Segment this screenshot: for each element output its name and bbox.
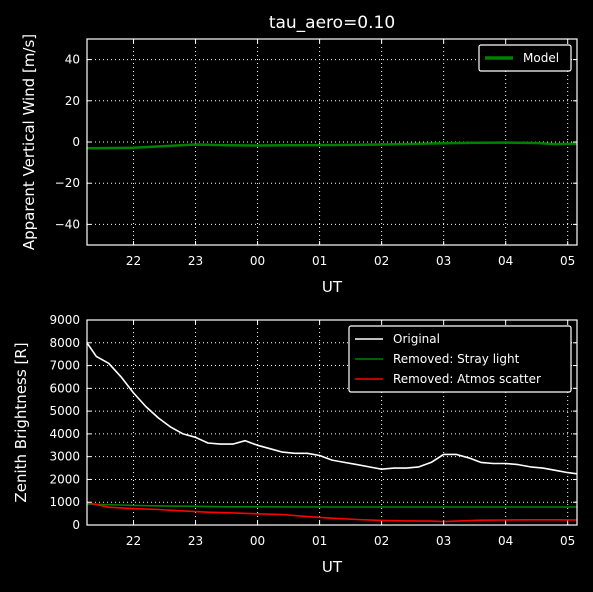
- axes-frame: [86, 319, 578, 526]
- legend: Model: [478, 44, 572, 72]
- series-line-1: [87, 141, 577, 150]
- legend-label-1: Model: [523, 51, 559, 65]
- y-tick-label: 20: [65, 94, 80, 108]
- x-tick-label: 00: [250, 254, 265, 268]
- y-tick-label: 1000: [49, 495, 80, 509]
- y-tick-label: 8000: [49, 336, 80, 350]
- y-tick-label: 3000: [49, 450, 80, 464]
- chart-panel-1: 22 23 00 01 02 03 04 05 −40 −20 0 20 40 tau_aero=0.10…: [20, 13, 578, 296]
- x-tick-label: 01: [312, 254, 327, 268]
- x-tick-label: 04: [498, 534, 513, 548]
- y-tick-label: 2000: [49, 472, 80, 486]
- x-tick-label: 23: [188, 254, 203, 268]
- x-tick-label: 23: [188, 534, 203, 548]
- x-tick-label: 22: [126, 254, 141, 268]
- x-tick-label: 03: [436, 254, 451, 268]
- x-tick-label: 22: [126, 534, 141, 548]
- y-tick-label: 6000: [49, 381, 80, 395]
- y-tick-label: 7000: [49, 359, 80, 373]
- legend-label-2: Removed: Stray light: [393, 352, 520, 366]
- chart-title: tau_aero=0.10: [269, 13, 395, 33]
- x-tick-label: 04: [498, 254, 513, 268]
- y-tick-label: 0: [72, 135, 80, 149]
- legend-box: [478, 44, 572, 72]
- x-tick-label: 01: [312, 534, 327, 548]
- y-tick-label: 4000: [49, 427, 80, 441]
- y-tick-label: 0: [72, 518, 80, 532]
- legend-label-1: Original: [393, 332, 440, 346]
- x-tick-label: 02: [374, 534, 389, 548]
- x-tick-label: 03: [436, 534, 451, 548]
- series-line-3: [87, 501, 577, 523]
- chart-panel-2: 22 23 00 01 02 03 04 05 0 1000 2000 3000 4000 5000 600…: [12, 313, 578, 576]
- y-tick-label: 40: [65, 53, 80, 67]
- x-axis-label: UT: [322, 558, 343, 576]
- y-tick-label: −20: [55, 176, 80, 190]
- y-tick-label: 5000: [49, 404, 80, 418]
- y-axis-label: Apparent Vertical Wind [m/s]: [20, 34, 38, 250]
- x-tick-label: 00: [250, 534, 265, 548]
- series-line-1: [87, 342, 577, 475]
- x-tick-label: 05: [560, 254, 575, 268]
- legend: Original Removed: Stray light Removed: Atm…: [348, 325, 572, 393]
- y-axis-label: Zenith Brightness [R]: [12, 342, 30, 502]
- x-tick-label: 02: [374, 254, 389, 268]
- x-axis-label: UT: [322, 278, 343, 296]
- legend-box: [348, 325, 572, 393]
- series-line-2: [87, 503, 577, 508]
- y-tick-label: −40: [55, 217, 80, 231]
- y-tick-label: 9000: [49, 313, 80, 327]
- legend-label-3: Removed: Atmos scatter: [393, 372, 541, 386]
- x-tick-label: 05: [560, 534, 575, 548]
